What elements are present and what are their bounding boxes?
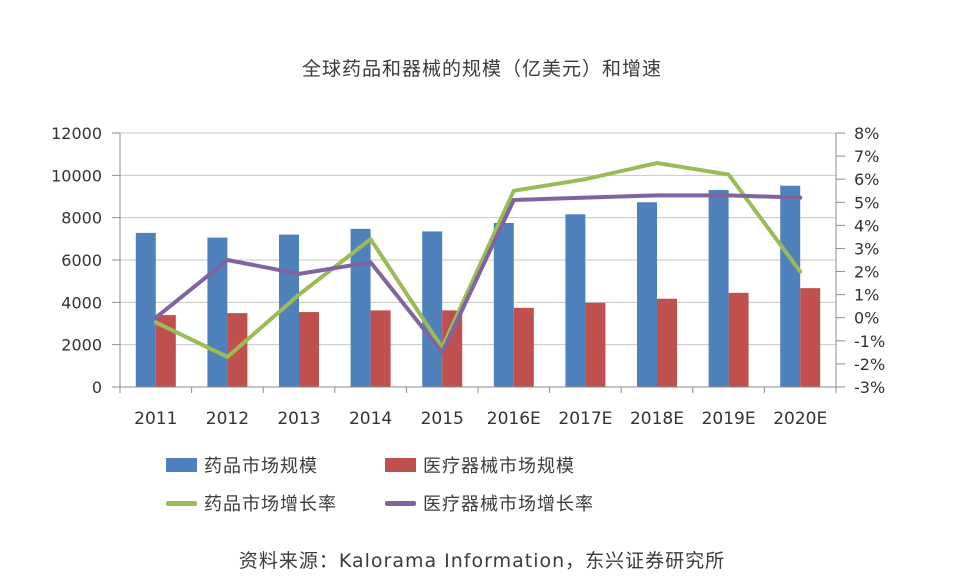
legend-row-2: 药品市场增长率 医疗器械市场增长率	[0, 490, 964, 516]
line-series-0	[153, 161, 803, 359]
right-axis-label: -3%	[854, 378, 885, 397]
left-axis-label: 0	[92, 378, 102, 397]
legend-bar-swatch-red	[385, 458, 416, 472]
legend-line-swatch-green	[166, 500, 197, 506]
left-axis-label: 8000	[61, 209, 102, 228]
right-axis-label: 2%	[854, 263, 879, 282]
bar-series-1	[728, 292, 749, 387]
bar-series-0	[350, 228, 371, 387]
left-axis-label: 10000	[51, 166, 102, 185]
right-axis-label: 1%	[854, 286, 879, 305]
bar-series-0	[493, 222, 514, 387]
x-axis-label: 2014	[349, 409, 392, 429]
right-axis-label: 6%	[854, 170, 879, 189]
bar-series-1	[442, 310, 463, 387]
legend-item-device-growth-rate: 医疗器械市场增长率	[385, 490, 594, 516]
bar-series-0	[135, 232, 156, 387]
bar-series-1	[800, 288, 821, 387]
bar-series-1	[585, 302, 606, 387]
source-note: 资料来源：Kalorama Information，东兴证券研究所	[238, 550, 726, 572]
right-axis-label: 7%	[854, 147, 879, 166]
x-axis-label: 2018E	[630, 409, 684, 429]
left-axis-label: 4000	[61, 293, 102, 312]
right-axis-label: 8%	[854, 124, 879, 143]
x-axis-label: 2012	[206, 409, 249, 429]
bar-series-0	[637, 202, 657, 387]
right-axis-label: -2%	[854, 355, 885, 374]
bar-series-0	[708, 189, 729, 387]
chart-canvas: 0 2000 4000 6000 8000 10000 12000 -3% -2% -1% 0% 1%…	[51, 124, 885, 429]
x-axis-label: 2011	[134, 409, 177, 429]
bar-series-1	[155, 315, 176, 387]
left-axis-label: 2000	[61, 336, 102, 355]
bar-series-1	[513, 307, 534, 387]
right-axis-label: 0%	[854, 309, 879, 328]
bar-series-1	[657, 298, 677, 387]
bar-series-0	[422, 231, 443, 387]
x-axis-label: 2013	[277, 409, 320, 429]
legend-line-swatch-purple	[385, 500, 416, 506]
legend-label-drug-market-size: 药品市场规模	[204, 456, 318, 477]
legend-label-device-growth-rate: 医疗器械市场增长率	[423, 494, 594, 515]
bar-series-0	[565, 214, 586, 387]
x-axis-label: 2017E	[558, 409, 612, 429]
legend-row-1: 药品市场规模 医疗器械市场规模	[0, 452, 964, 478]
chart-title: 全球药品和器械的规模（亿美元）和增速	[301, 58, 662, 80]
x-axis-label: 2016E	[487, 409, 541, 429]
legend-item-device-market-size: 医疗器械市场规模	[385, 452, 575, 478]
right-axis-label: 3%	[854, 239, 879, 258]
left-axis-label: 12000	[51, 124, 102, 143]
x-axis-label: 2020E	[773, 409, 827, 429]
legend-label-device-market-size: 医疗器械市场规模	[423, 456, 575, 477]
bar-series-1	[299, 312, 319, 387]
legend-bar-swatch-blue	[166, 458, 197, 472]
legend-label-drug-growth-rate: 药品市场增长率	[204, 494, 337, 515]
x-axis-label: 2015	[421, 409, 464, 429]
right-axis-label: -1%	[854, 332, 885, 351]
left-axis-label: 6000	[61, 251, 102, 270]
right-axis-label: 4%	[854, 216, 879, 235]
x-axis-label: 2019E	[702, 409, 756, 429]
right-axis-label: 5%	[854, 193, 879, 212]
legend-item-drug-growth-rate: 药品市场增长率	[166, 490, 337, 516]
bar-series-0	[780, 185, 801, 387]
line-series-1	[153, 193, 803, 355]
bar-series-1	[370, 310, 391, 387]
legend-item-drug-market-size: 药品市场规模	[166, 452, 318, 478]
